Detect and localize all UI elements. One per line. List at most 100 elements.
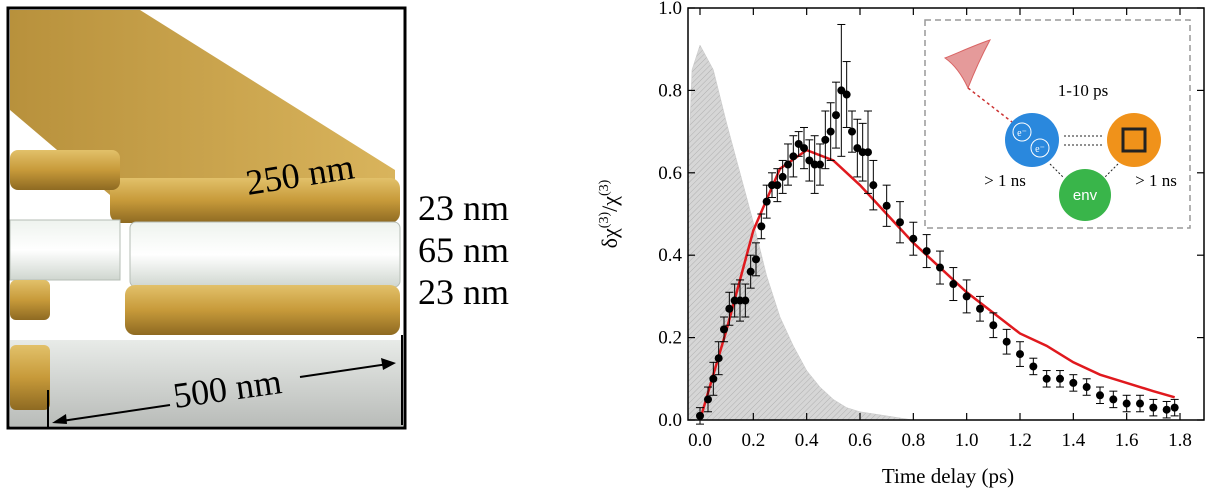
data-point [784,160,792,169]
inset-label: 1-10 ps [1058,81,1109,100]
inset-label: > 1 ns [984,171,1026,190]
data-point [757,222,766,231]
env-node [1059,169,1111,221]
data-point [1042,374,1051,383]
data-point [1122,399,1131,408]
data-point [1016,350,1024,359]
y-axis-label-part: /χ [597,196,622,212]
axes-frame [687,7,1205,421]
data-point [709,374,718,383]
top-bar [10,10,395,195]
data-point [1149,403,1158,412]
electron-icon [1012,122,1032,142]
data-point [789,152,798,161]
data-point [752,255,760,264]
data-point [1002,337,1011,346]
data-point [949,280,958,289]
arrow-head [381,358,396,370]
lattice-icon [1121,127,1147,153]
lattice-node [1107,113,1161,167]
data-point [1109,395,1118,404]
y-tick-label: 0.4 [658,245,682,266]
x-tick-label: 0.4 [795,430,819,451]
y-axis-label-part: (3) [597,179,612,196]
arrow [1103,163,1119,179]
y-axis-label-part: δχ [597,228,622,248]
data-point [746,267,755,276]
y-tick-label: 0.6 [658,163,682,184]
top-bar-front [110,178,400,223]
x-tick-label: 0.2 [741,430,765,451]
y-axis-label: δχ(3)/χ(3) [597,179,622,248]
data-point [1082,383,1091,392]
illustration: 250 nm 23 nm 65 nm 23 nm 500 nm [6,6,509,430]
data-point [869,181,878,190]
data-point [976,304,984,313]
data-point [896,218,904,227]
data-point [1056,374,1064,383]
data-point [826,127,835,136]
data-point [778,172,787,181]
data-point [864,148,872,157]
data-point [832,111,840,120]
data-point [909,234,918,243]
bottom-bar-left [10,280,50,320]
data-point [842,90,851,99]
electron-icon [1030,138,1050,158]
y-tick-label: 0.8 [658,80,682,101]
dielectric-left [9,219,121,281]
arrow [1049,163,1065,179]
data-point [741,296,750,305]
y-tick-label: 0.0 [658,410,682,431]
arrow-head [52,414,67,424]
data-point [762,197,771,206]
data-point [882,201,891,210]
y-tick-label: 0.2 [658,328,682,349]
data-point [725,304,734,313]
data-point [714,354,723,363]
dielectric [129,221,401,288]
node-label: e⁻ [1035,144,1045,155]
dimension-arrow [54,404,171,423]
data-point [720,325,728,334]
lower-bar-left [10,345,50,410]
data-point [922,247,931,256]
data-point [816,160,824,169]
node-label: e⁻ [1017,128,1027,139]
data-point [800,144,808,153]
dimension-arrow [299,363,389,378]
data-point [848,127,856,136]
dimension-label: 65 nm [418,230,509,270]
x-tick-label: 1.8 [1168,430,1192,451]
x-tick-label: 1.4 [1061,430,1085,451]
dimension-label: 23 nm [418,272,509,312]
dimension-label: 23 nm [418,188,509,228]
x-tick-label: 0.0 [688,430,712,451]
x-axis-label: Time delay (ps) [882,464,1014,488]
x-tick-label: 1.0 [955,430,979,451]
data-point [1069,378,1078,387]
data-point [936,263,944,272]
y-tick-label: 1.0 [658,0,682,19]
y-axis-label-part: (3) [597,212,612,229]
substrate [10,340,403,426]
data-point [989,321,998,330]
x-tick-label: 0.6 [848,430,872,451]
data-point [1170,403,1179,412]
node-label: env [1073,187,1098,204]
pulse-icon [943,39,992,90]
data-point [821,135,830,144]
electron-node [1005,113,1059,167]
data-point [773,181,782,190]
data-point [1136,399,1144,408]
side-bar [10,150,120,190]
data-point [1162,405,1171,414]
data-point [962,292,971,301]
data-point [704,395,712,404]
x-tick-label: 1.2 [1008,430,1032,451]
data-point [1096,391,1104,400]
pulse-area [687,44,914,421]
bottom-bar [125,285,400,335]
x-tick-label: 1.6 [1115,430,1139,451]
